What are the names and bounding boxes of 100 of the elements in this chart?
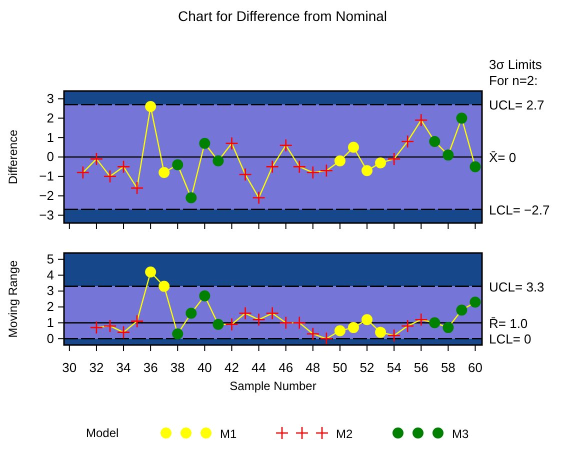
ref-line-label: UCL= 2.7 [489,98,544,113]
point [456,304,468,316]
point [375,157,386,168]
x-tick-label: 56 [414,360,428,376]
point [238,306,252,320]
point [387,152,401,166]
x-tick-label: 46 [278,360,294,376]
x-tick-label: 54 [386,360,402,376]
point [279,138,292,152]
y-tick-label: 2 [46,110,54,126]
point [400,319,414,333]
y-tick-label: −2 [39,188,54,203]
point [442,150,454,161]
text: For n=2: [489,73,538,88]
point [225,136,238,150]
point [334,325,346,336]
ref-line-label: LCL= −2.7 [489,202,550,218]
y-tick-label: 1 [46,314,54,330]
x-tick-label: 58 [440,360,456,376]
y-tick-label: 4 [46,267,54,282]
point [387,328,401,342]
point [348,142,359,153]
ref-line-label: UCL= 3.3 [489,279,544,294]
y-tick-label: 5 [46,252,54,267]
x-tick-label: 38 [170,360,185,376]
legend-label: M2 [336,427,353,441]
point [186,192,197,204]
x-tick-label: 52 [360,360,374,376]
ref-line-label: R̄= 1.0 [489,316,528,331]
point [362,314,373,326]
point [456,112,468,124]
x-tick-label: 44 [252,360,266,376]
point [130,181,144,195]
text: 3σ Limits [489,57,542,72]
point [76,166,90,180]
x-tick-label: 32 [89,360,104,376]
point [306,166,320,180]
y-tick-label: 1 [46,130,54,145]
point [103,319,117,333]
point [252,312,266,326]
y-axis-title: Moving Range [6,260,20,338]
y-tick-label: −3 [39,207,54,222]
point [130,314,144,328]
point [306,327,320,341]
point [145,266,156,278]
point [199,290,210,302]
point [145,101,156,112]
y-tick-label: 3 [46,90,54,106]
legend-title: Model [86,426,119,440]
point [320,332,334,346]
point [362,165,373,176]
point [116,326,130,339]
point [172,159,184,170]
x-tick-label: 42 [224,360,239,376]
y-tick-label: 2 [46,299,54,314]
y-tick-label: −1 [39,168,54,184]
point [90,320,104,334]
legend-label: M1 [220,427,237,441]
y-tick-label: 3 [46,283,54,298]
point [116,160,130,174]
point [320,164,334,178]
x-axis-title: Sample Number [230,379,316,393]
legend-label: M3 [452,427,469,441]
point [292,160,306,174]
point [375,326,386,338]
point [470,296,481,308]
point [348,322,359,334]
y-tick-label: 0 [46,330,54,346]
point [186,308,197,319]
point [212,155,224,166]
x-tick-label: 36 [143,360,158,376]
x-tick-label: 60 [468,360,482,376]
point [238,168,252,182]
point [429,317,440,328]
point [334,155,346,166]
chart-title: Chart for Difference from Nominal [178,8,388,24]
ref-line-label: LCL= 0 [489,332,532,347]
y-axis-title: Difference [6,129,20,184]
point [158,280,170,292]
point [414,312,428,326]
point [266,160,279,174]
ref-line-label: X̄= 0 [489,150,516,165]
point [414,113,428,127]
point [400,134,414,148]
x-tick-label: 50 [332,360,348,376]
x-tick-label: 34 [116,360,131,376]
point [212,318,224,330]
point [442,322,454,334]
x-tick-label: 48 [306,360,320,376]
point [292,316,306,330]
point [429,136,440,147]
point [103,170,117,184]
point [158,167,170,178]
y-tick-label: 0 [46,149,54,164]
point [199,138,210,149]
point [279,316,292,330]
point [225,318,238,332]
point [90,152,104,166]
point [172,328,184,340]
x-tick-label: 30 [62,360,77,376]
